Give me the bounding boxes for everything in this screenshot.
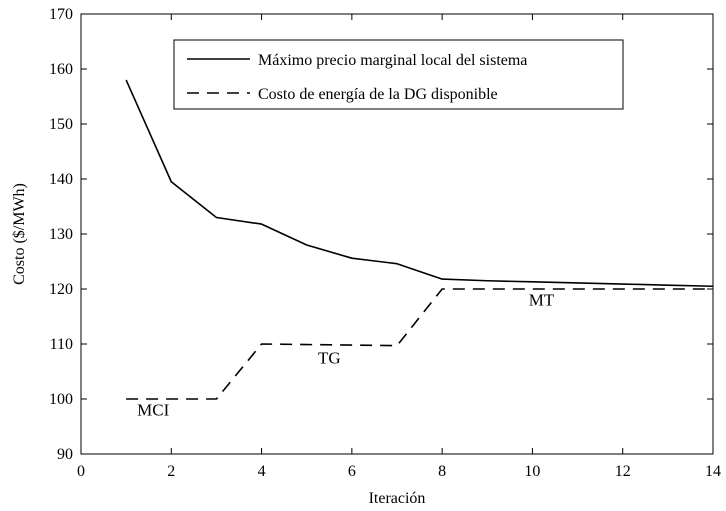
x-tick-label: 14 <box>705 463 721 480</box>
y-tick-label: 100 <box>49 391 73 408</box>
y-tick-label: 130 <box>49 226 73 243</box>
series-lines <box>125 79 714 400</box>
y-tick-label: 90 <box>57 446 73 463</box>
x-tick-label: 4 <box>258 463 266 480</box>
legend: Máximo precio marginal local del sistema… <box>173 39 624 110</box>
y-tick-label: 140 <box>49 171 73 188</box>
y-tick-label: 150 <box>49 116 73 133</box>
x-tick-label: 0 <box>77 463 85 480</box>
x-tick-label: 8 <box>438 463 446 480</box>
annotation-tg: TG <box>318 348 341 367</box>
legend-entry-1: Máximo precio marginal local del sistema <box>258 52 527 69</box>
axis-ticks: 0 2 4 6 8 10 12 14 90 100 110 120 130 140 150 160 170 <box>49 6 721 480</box>
chart-annotations: MCI TG MT <box>137 291 555 420</box>
y-tick-label: 160 <box>49 61 73 78</box>
x-tick-label: 10 <box>524 463 540 480</box>
x-tick-label: 6 <box>348 463 356 480</box>
y-tick-label: 120 <box>49 281 73 298</box>
series-line-1 <box>125 79 714 288</box>
legend-entry-2: Costo de energía de la DG disponible <box>258 86 498 103</box>
annotation-mt: MT <box>529 291 555 310</box>
y-axis-label: Costo ($/MWh) <box>11 183 28 285</box>
x-tick-label: 12 <box>615 463 631 480</box>
annotation-mci: MCI <box>137 401 169 420</box>
x-axis-label: Iteración <box>369 490 426 507</box>
y-tick-label: 110 <box>50 336 73 353</box>
legend-box <box>173 39 624 110</box>
series-line-2 <box>126 288 713 400</box>
x-tick-label: 2 <box>167 463 175 480</box>
y-tick-label: 170 <box>49 6 73 23</box>
